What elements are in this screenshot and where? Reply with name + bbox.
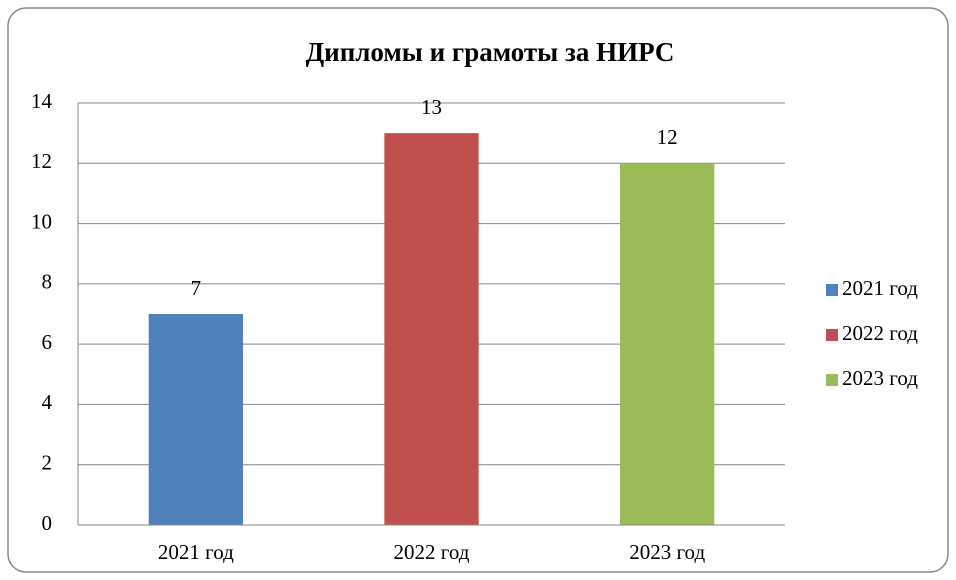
legend-label: 2023 год: [842, 366, 918, 390]
y-tick-label: 10: [31, 209, 52, 233]
y-tick-label: 8: [42, 270, 53, 294]
data-label: 7: [191, 276, 202, 300]
legend-label: 2021 год: [842, 276, 918, 300]
chart-title: Дипломы и грамоты за НИРС: [306, 37, 675, 67]
y-tick-label: 12: [31, 149, 52, 173]
legend-swatch: [826, 284, 838, 296]
x-tick-label: 2023 год: [629, 540, 705, 564]
data-label: 13: [421, 95, 442, 119]
bar: [620, 163, 715, 526]
y-tick-label: 0: [42, 511, 53, 535]
bar: [148, 314, 243, 525]
data-label: 12: [657, 125, 678, 149]
y-tick-label: 6: [42, 330, 53, 354]
x-tick-label: 2022 год: [394, 540, 470, 564]
bar: [384, 133, 479, 525]
legend-swatch: [826, 329, 838, 341]
legend-swatch: [826, 374, 838, 386]
x-tick-label: 2021 год: [158, 540, 234, 564]
y-tick-label: 4: [42, 390, 53, 414]
y-tick-label: 14: [31, 89, 53, 113]
y-tick-label: 2: [42, 451, 53, 475]
legend-label: 2022 год: [842, 321, 918, 345]
